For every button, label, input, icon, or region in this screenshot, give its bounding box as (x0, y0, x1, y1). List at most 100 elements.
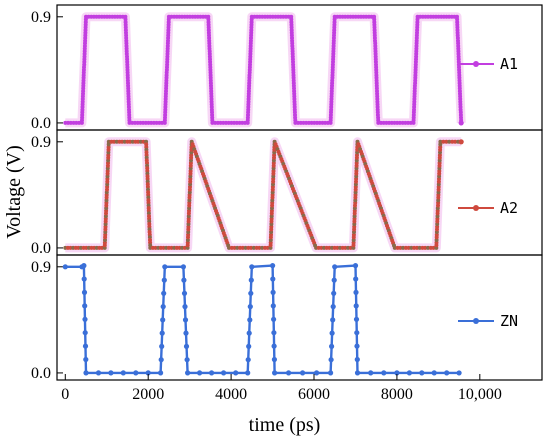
data-point (354, 330, 360, 336)
series-glow-A2 (65, 137, 462, 253)
data-point (158, 370, 164, 376)
data-point (330, 304, 336, 310)
data-point (197, 370, 203, 376)
data-point (260, 245, 265, 250)
data-point (81, 263, 87, 269)
data-point (409, 245, 414, 250)
data-point (127, 120, 132, 125)
data-point (332, 264, 338, 270)
data-point (81, 289, 88, 295)
data-point (431, 245, 436, 250)
data-point (438, 139, 443, 144)
data-point (447, 139, 452, 144)
data-point (248, 290, 254, 296)
x-tick-label: 6000 (298, 386, 330, 403)
data-point (159, 343, 165, 349)
data-point (353, 303, 359, 309)
data-point (227, 245, 231, 250)
data-point (233, 370, 239, 376)
data-point (453, 139, 458, 144)
data-point (458, 139, 464, 145)
data-point (456, 370, 462, 376)
data-point (271, 356, 277, 363)
data-point (353, 276, 359, 282)
data-point (183, 343, 190, 349)
data-point (82, 316, 88, 322)
data-point (257, 245, 262, 250)
x-tick-label: 0 (61, 386, 69, 403)
data-point (423, 245, 428, 250)
data-point (272, 370, 278, 376)
data-point (158, 357, 164, 363)
data-point (82, 303, 88, 309)
data-point (381, 370, 387, 376)
data-point (182, 304, 188, 310)
data-point (444, 370, 450, 376)
data-point (62, 264, 68, 270)
data-point (328, 370, 334, 376)
data-point (352, 263, 359, 269)
data-point (406, 370, 412, 376)
data-point (160, 304, 166, 310)
data-point (210, 120, 215, 125)
panel-frame-ZN (56, 254, 543, 381)
data-point (247, 317, 253, 323)
data-point (397, 120, 402, 125)
data-point (271, 343, 277, 349)
data-point (184, 357, 190, 363)
data-point (330, 317, 336, 323)
data-point (419, 370, 425, 376)
data-point (426, 245, 430, 250)
y-tick-label: 0.0 (31, 365, 51, 382)
data-point (95, 370, 102, 376)
data-point (431, 370, 437, 376)
y-tick-label: 0.9 (31, 9, 51, 26)
data-point (181, 290, 188, 296)
data-point (182, 317, 189, 323)
data-point (270, 276, 276, 282)
data-point (450, 139, 455, 144)
data-point (81, 276, 87, 282)
data-point (235, 245, 240, 250)
data-point (161, 290, 167, 296)
data-point (183, 330, 189, 336)
data-point (265, 245, 270, 250)
data-point (314, 370, 320, 376)
data-point (331, 277, 337, 283)
data-point (234, 120, 239, 125)
data-point (286, 370, 292, 376)
y-tick-label: 0.0 (31, 115, 51, 132)
data-point (248, 277, 254, 283)
data-point (353, 289, 359, 295)
data-point (229, 245, 234, 250)
data-point (249, 245, 254, 250)
data-point (74, 120, 79, 125)
data-point (221, 370, 227, 376)
series-markers-ZN (62, 263, 462, 376)
data-point (270, 303, 276, 309)
data-point (209, 370, 215, 376)
legend-label-A1: A1 (500, 55, 518, 73)
data-point (354, 356, 360, 363)
data-point (159, 330, 165, 336)
data-point (300, 370, 306, 376)
data-point (82, 343, 89, 349)
data-point (145, 370, 151, 376)
data-point (249, 264, 255, 270)
data-point (161, 277, 167, 283)
x-tick-label: 4000 (215, 386, 247, 403)
data-point (243, 245, 248, 250)
data-point (401, 245, 406, 250)
data-point (185, 370, 191, 376)
data-point (403, 245, 408, 250)
data-point (394, 370, 400, 376)
data-point (354, 343, 360, 349)
x-tick-label: 10,000 (458, 386, 502, 403)
data-point (417, 245, 422, 250)
data-point (368, 370, 374, 376)
data-point (392, 245, 397, 250)
data-point (120, 370, 126, 376)
y-axis-title: Voltage (V) (3, 145, 25, 239)
data-point (181, 277, 187, 283)
data-point (328, 357, 334, 363)
